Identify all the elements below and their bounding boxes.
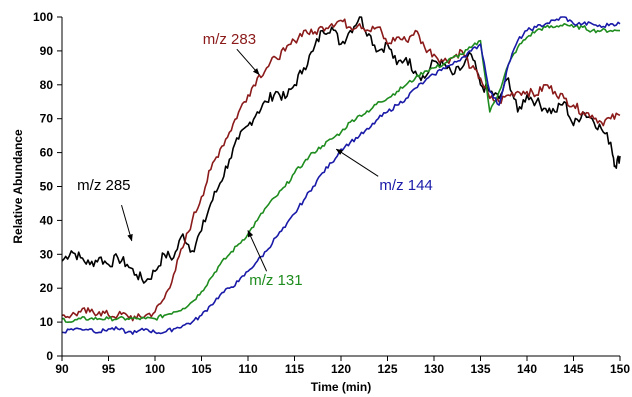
x-tick-label: 150 (610, 362, 630, 376)
series-annotation-label: m/z 285 (77, 177, 130, 194)
annotation-arrow (236, 48, 260, 76)
x-tick-label: 135 (470, 362, 490, 376)
y-tick-label: 70 (40, 112, 54, 126)
y-tick-label: 30 (40, 247, 54, 261)
y-tick-label: 10 (40, 315, 54, 329)
y-tick-label: 40 (40, 213, 54, 227)
x-tick-label: 120 (331, 362, 351, 376)
annotation-arrow (247, 229, 268, 272)
x-tick-label: 130 (424, 362, 444, 376)
series-annotation-label: m/z 144 (379, 177, 432, 194)
y-tick-label: 20 (40, 281, 54, 295)
series-line-m-z-144 (61, 16, 621, 335)
y-axis-title: Relative Abundance (11, 129, 25, 244)
series-line-m-z-285 (61, 16, 621, 284)
series-line-m-z-131 (61, 22, 620, 324)
x-axis-title: Time (min) (311, 380, 371, 394)
y-tick-label: 100 (33, 10, 53, 24)
y-tick-label: 0 (46, 349, 53, 363)
x-tick-label: 115 (285, 362, 305, 376)
y-tick-label: 50 (40, 180, 54, 194)
x-tick-label: 95 (102, 362, 116, 376)
annotations-group: m/z 283 m/z 285 m/z 144 m/z 131 (77, 31, 433, 289)
y-tick-label: 90 (40, 44, 54, 58)
series-annotation-label: m/z 131 (249, 272, 302, 289)
series-line-m-z-283 (61, 18, 621, 322)
x-tick-label: 105 (191, 362, 211, 376)
x-tick-label: 100 (145, 362, 165, 376)
x-tick-label: 125 (377, 362, 397, 376)
annotation-arrow (121, 205, 133, 242)
axes-group (61, 17, 620, 357)
annotation-arrow (335, 148, 379, 177)
x-tick-label: 110 (238, 362, 258, 376)
series-group (61, 16, 621, 335)
series-annotation-label: m/z 283 (203, 31, 256, 48)
x-tick-label: 90 (55, 362, 69, 376)
x-tick-label: 140 (517, 362, 537, 376)
x-tick-label: 145 (563, 362, 583, 376)
ticks-group: 90 95 100 105 110 115 120 125 130 135 140 145 150 0 10… (33, 10, 630, 376)
y-tick-label: 60 (40, 146, 54, 160)
y-tick-label: 80 (40, 78, 54, 92)
